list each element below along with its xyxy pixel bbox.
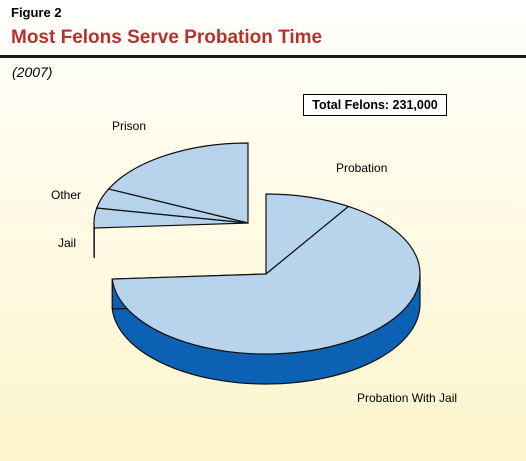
pie-labels: Prison Other Jail Probation Probation Wi… bbox=[51, 119, 457, 405]
figure-subtitle: (2007) bbox=[12, 64, 53, 80]
slice-prison bbox=[107, 142, 249, 224]
pie-exploded-group bbox=[93, 142, 249, 259]
title-divider bbox=[0, 55, 526, 58]
label-probation-with-jail: Probation With Jail bbox=[357, 391, 457, 405]
label-prison: Prison bbox=[112, 119, 146, 133]
total-felons-box: Total Felons: 231,000 bbox=[303, 94, 447, 116]
slice-probation-with-jail bbox=[111, 205, 421, 355]
label-other: Other bbox=[51, 188, 81, 202]
pie-main-group bbox=[111, 193, 421, 385]
label-probation: Probation bbox=[336, 161, 387, 175]
slice-probation bbox=[265, 193, 350, 276]
figure-title: Most Felons Serve Probation Time bbox=[11, 27, 323, 48]
figure-label: Figure 2 bbox=[11, 5, 62, 20]
label-jail: Jail bbox=[58, 236, 76, 250]
